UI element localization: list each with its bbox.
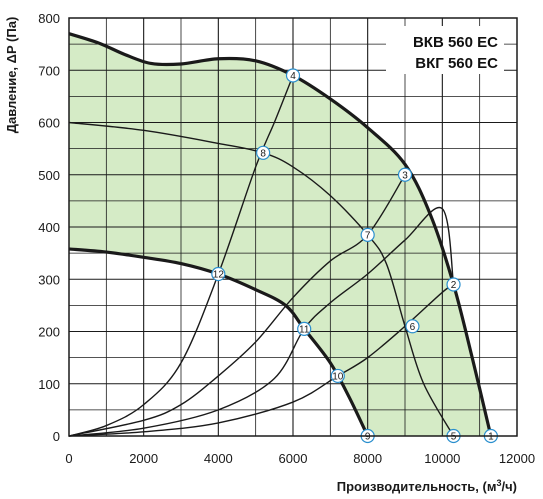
point-marker-circle bbox=[405, 319, 420, 334]
point-marker-11: 11 bbox=[297, 321, 312, 336]
x-tick-label: 10000 bbox=[424, 451, 460, 466]
model-label-box: ВКВ 560 ЕС ВКГ 560 ЕС bbox=[386, 26, 504, 74]
point-marker-label: 12 bbox=[213, 270, 225, 281]
point-marker-circle bbox=[397, 167, 413, 182]
series-line-system-mid-1 bbox=[68, 174, 406, 437]
series-line-speed-8-curve bbox=[68, 121, 455, 437]
point-marker-label: 10 bbox=[332, 371, 344, 382]
y-tick-label: 0 bbox=[53, 429, 60, 444]
point-marker-10: 10 bbox=[330, 368, 345, 384]
y-tick-label: 400 bbox=[38, 220, 60, 235]
point-marker-12: 12 bbox=[211, 266, 226, 282]
model-label-2: ВКГ 560 ЕС bbox=[415, 55, 498, 72]
operating-area bbox=[69, 33, 491, 437]
point-marker-6: 6 bbox=[405, 319, 420, 334]
series-line-system-mid-2 bbox=[68, 206, 455, 437]
operating-area-fill bbox=[69, 33, 491, 437]
x-tick-label: 8000 bbox=[353, 451, 382, 466]
point-marker-circle bbox=[330, 368, 345, 384]
y-axis-title: Давление, ΔP (Па) bbox=[4, 17, 19, 134]
y-tick-label: 800 bbox=[38, 11, 60, 26]
point-marker-label: 5 bbox=[451, 432, 457, 443]
point-marker-circle bbox=[297, 321, 312, 336]
point-marker-circle bbox=[256, 145, 271, 160]
point-marker-label: 1 bbox=[488, 432, 494, 443]
point-marker-label: 6 bbox=[410, 322, 416, 333]
plot-frame bbox=[68, 17, 518, 437]
point-marker-circle bbox=[285, 68, 301, 83]
x-tick-label: 6000 bbox=[279, 451, 308, 466]
y-tick-label: 600 bbox=[38, 116, 60, 131]
point-marker-circle bbox=[211, 266, 226, 282]
point-marker-circle bbox=[446, 277, 461, 292]
point-marker-label: 7 bbox=[365, 230, 371, 241]
point-marker-circle bbox=[360, 227, 375, 242]
point-marker-label: 3 bbox=[402, 170, 408, 181]
x-axis-title: Производительность, (м3/ч) bbox=[337, 478, 517, 494]
point-marker-3: 3 bbox=[397, 167, 413, 182]
point-marker-label: 2 bbox=[451, 280, 457, 291]
point-marker-7: 7 bbox=[360, 227, 375, 242]
point-marker-8: 8 bbox=[256, 145, 271, 160]
x-tick-label: 4000 bbox=[204, 451, 233, 466]
x-tick-label: 12000 bbox=[499, 451, 535, 466]
y-tick-label: 200 bbox=[38, 325, 60, 340]
point-marker-4: 4 bbox=[285, 68, 301, 83]
series-line-system-high bbox=[68, 75, 294, 437]
y-tick-label: 300 bbox=[38, 272, 60, 287]
model-label-1: ВКВ 560 ЕС bbox=[413, 34, 498, 51]
point-marker-label: 8 bbox=[260, 148, 266, 159]
y-tick-label: 500 bbox=[38, 168, 60, 183]
point-marker-label: 4 bbox=[290, 71, 296, 82]
tick-labels: 0 2000 4000 6000 8000 10000 12000 0 100 200 300 400… bbox=[38, 11, 535, 466]
x-tick-label: 2000 bbox=[129, 451, 158, 466]
y-tick-label: 700 bbox=[38, 63, 60, 78]
point-marker-label: 9 bbox=[365, 432, 371, 443]
point-marker-label: 11 bbox=[299, 324, 310, 335]
y-tick-label: 100 bbox=[38, 377, 60, 392]
point-marker-2: 2 bbox=[446, 277, 461, 292]
x-tick-label: 0 bbox=[65, 451, 72, 466]
